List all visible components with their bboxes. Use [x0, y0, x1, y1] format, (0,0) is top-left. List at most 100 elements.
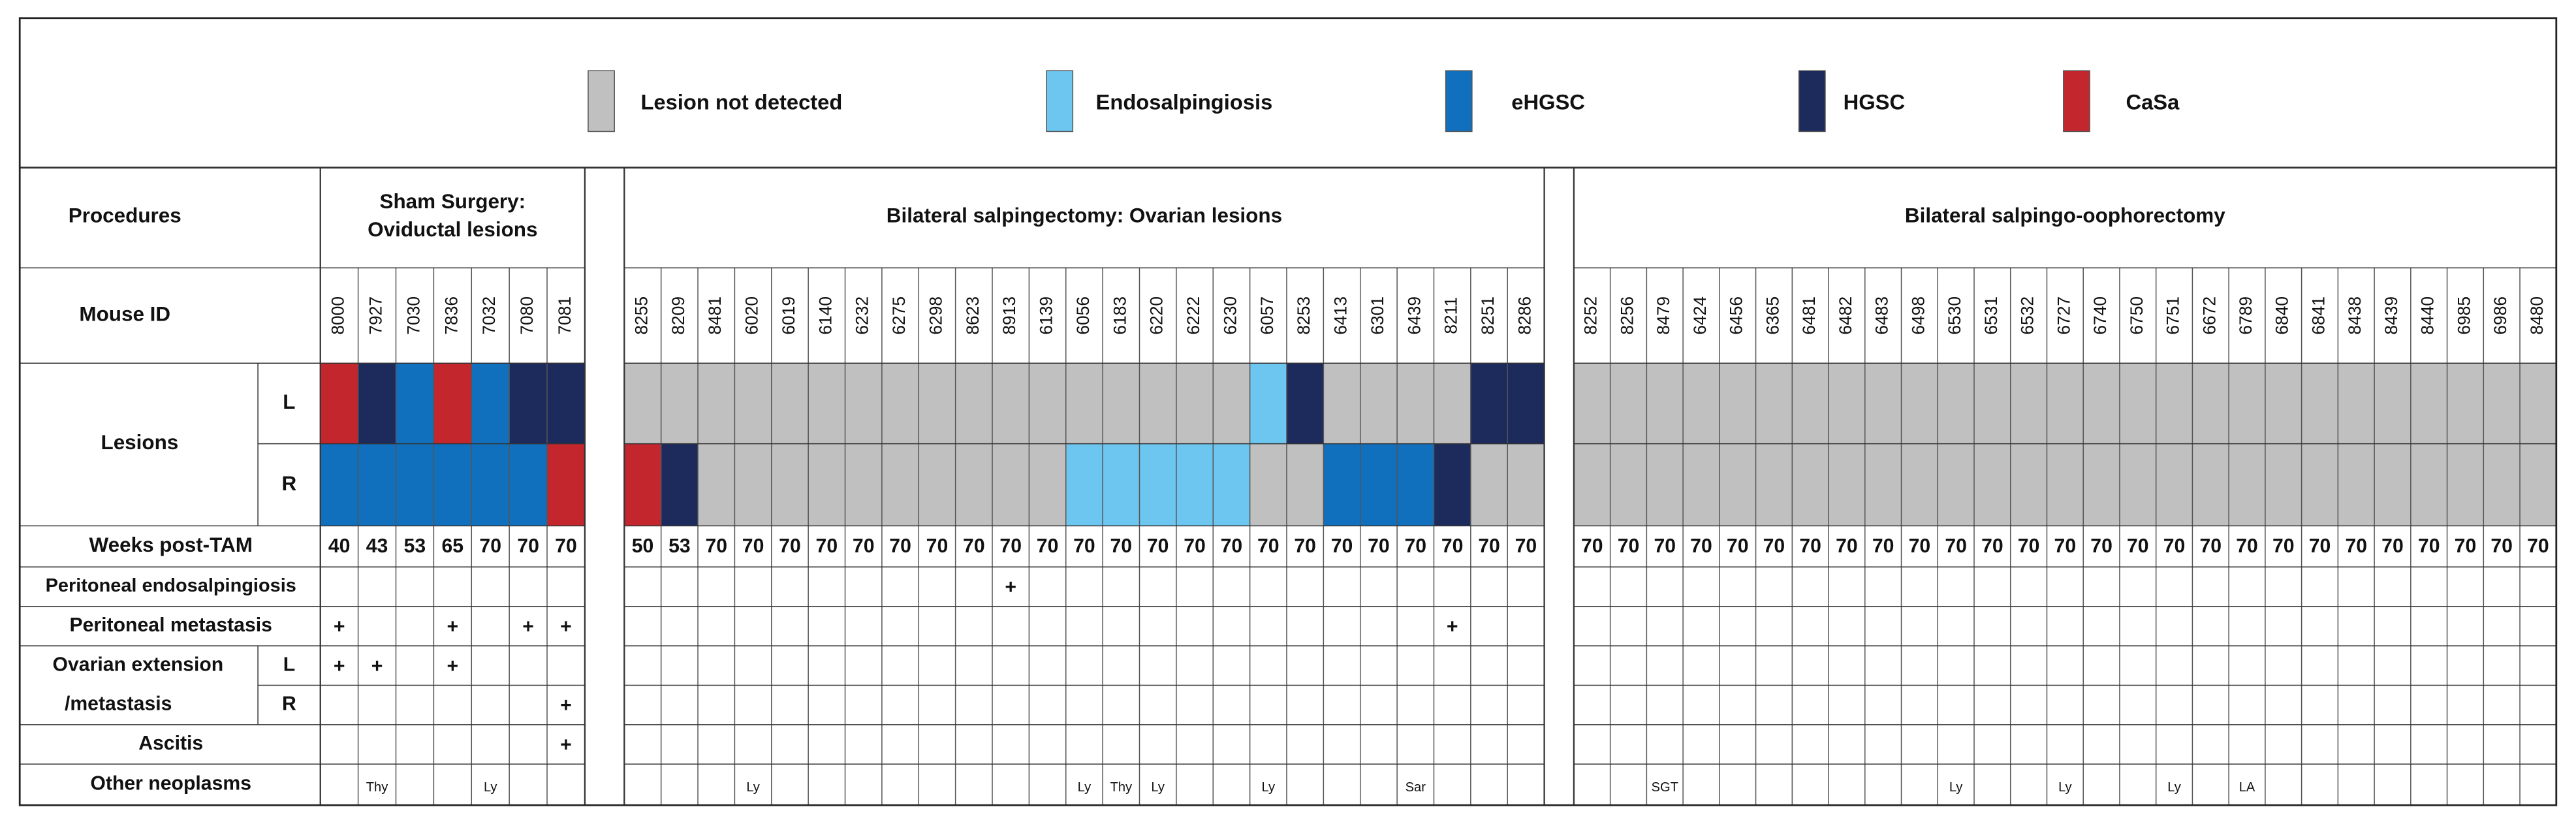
lesion-cell: [433, 443, 472, 526]
legend-label: HGSC: [1844, 89, 1906, 114]
lesion-cell: [1864, 443, 1902, 526]
mouse-id: 8252: [1581, 296, 1601, 335]
weeks-value: 70: [2455, 535, 2477, 557]
lesion-cell: [1470, 443, 1508, 526]
lesion-cell: [1029, 363, 1066, 444]
mouse-id: 6532: [2018, 296, 2037, 335]
mouse-id: 6727: [2054, 296, 2073, 335]
mouse-id: 7836: [441, 296, 461, 335]
lesion-cell: [1507, 363, 1545, 444]
lesion-cell: [2338, 363, 2375, 444]
lesion-cell: [1360, 443, 1398, 526]
lesion-cell: [845, 363, 882, 444]
finding-mark: +: [447, 656, 458, 677]
legend-swatch: [1046, 70, 1074, 133]
mouse-id: 8211: [1441, 297, 1461, 334]
row-label: Procedures: [69, 204, 181, 227]
lesion-cell: [2265, 363, 2302, 444]
finding-mark: +: [447, 616, 458, 637]
lesion-cell: [1719, 363, 1756, 444]
weeks-value: 70: [2054, 535, 2077, 557]
weeks-value: 70: [1654, 535, 1676, 557]
lesion-cell: [661, 443, 699, 526]
lesion-cell: [396, 443, 434, 526]
lesion-cell: [1938, 363, 1974, 444]
mouse-id: 6672: [2199, 296, 2219, 335]
lesion-cell: [2156, 443, 2193, 526]
mouse-id: 6841: [2308, 296, 2328, 335]
row-label: Weeks post-TAM: [89, 533, 253, 556]
lesion-cell: [1507, 443, 1545, 526]
lesion-cell: [2483, 363, 2521, 444]
legend-label: eHGSC: [1511, 89, 1585, 114]
mouse-id: 6740: [2090, 296, 2110, 335]
other-neoplasm: Ly: [1262, 780, 1276, 795]
lesion-cell: [1397, 443, 1434, 526]
finding-mark: +: [522, 616, 534, 637]
lesion-cell: [2047, 443, 2084, 526]
other-neoplasm: Ly: [1151, 780, 1165, 795]
finding-mark: +: [560, 735, 572, 756]
lesion-cell: [808, 443, 845, 526]
mouse-id: 6985: [2454, 296, 2474, 335]
mouse-id: 8000: [328, 296, 348, 335]
lesion-cell: [1434, 363, 1471, 444]
lesion-cell: [698, 363, 735, 444]
mouse-id: 6222: [1184, 296, 1203, 335]
lesion-cell: [1829, 443, 1865, 526]
weeks-value: 70: [1836, 535, 1858, 557]
weeks-value: 70: [555, 535, 577, 557]
mouse-id: 6498: [1908, 296, 1928, 335]
lesion-cell: [2119, 443, 2156, 526]
weeks-value: 70: [1147, 535, 1169, 557]
mouse-id: 6424: [1690, 296, 1710, 335]
lesion-cell: [509, 443, 548, 526]
weeks-value: 70: [889, 535, 911, 557]
row-label: Peritoneal metastasis: [70, 614, 272, 636]
weeks-value: 70: [1294, 535, 1316, 557]
weeks-value: 70: [479, 535, 501, 557]
lesion-cell: [1755, 443, 1793, 526]
lesion-cell: [919, 363, 956, 444]
lesion-cell: [1573, 443, 1610, 526]
weeks-value: 70: [1221, 535, 1243, 557]
lesion-cell: [1139, 363, 1176, 444]
weeks-value: 70: [1404, 535, 1426, 557]
weeks-value: 70: [1763, 535, 1785, 557]
other-neoplasm: Ly: [1078, 780, 1092, 795]
mouse-id: 8480: [2527, 296, 2547, 335]
weeks-value: 70: [2127, 535, 2149, 557]
finding-mark: +: [560, 695, 572, 716]
weeks-value: 70: [2381, 535, 2404, 557]
lesion-cell: [1103, 363, 1140, 444]
mouse-id: 6439: [1404, 296, 1424, 335]
weeks-value: 70: [2090, 535, 2113, 557]
lesion-cell: [1829, 363, 1865, 444]
lesion-cell: [698, 443, 735, 526]
mouse-id: 6530: [1945, 296, 1964, 335]
mouse-id: 6482: [1836, 296, 1855, 335]
weeks-value: 70: [2490, 535, 2513, 557]
weeks-value: 70: [2527, 535, 2549, 557]
mouse-id: 6751: [2163, 296, 2183, 335]
lesion-cell: [1176, 443, 1214, 526]
lesion-cell: [1792, 443, 1829, 526]
mouse-id: 6365: [1763, 296, 1782, 335]
row-label: R: [282, 472, 297, 495]
lesion-cell: [955, 443, 993, 526]
lesion-cell: [1249, 363, 1287, 444]
lesion-cell: [1323, 363, 1360, 444]
mouse-id: 6789: [2236, 296, 2255, 335]
lesion-cell: [1755, 363, 1793, 444]
lesion-cell: [2119, 363, 2156, 444]
weeks-value: 70: [1945, 535, 1967, 557]
mouse-id: 6275: [889, 296, 909, 335]
weeks-value: 70: [2418, 535, 2440, 557]
lesion-cell: [1360, 363, 1398, 444]
mouse-id: 8623: [963, 296, 982, 335]
mouse-id: 8251: [1478, 296, 1498, 335]
row-label: Peritoneal endosalpingiosis: [46, 575, 296, 596]
finding-mark: +: [334, 656, 345, 677]
other-neoplasm: Thy: [366, 780, 388, 795]
weeks-value: 70: [816, 535, 838, 557]
